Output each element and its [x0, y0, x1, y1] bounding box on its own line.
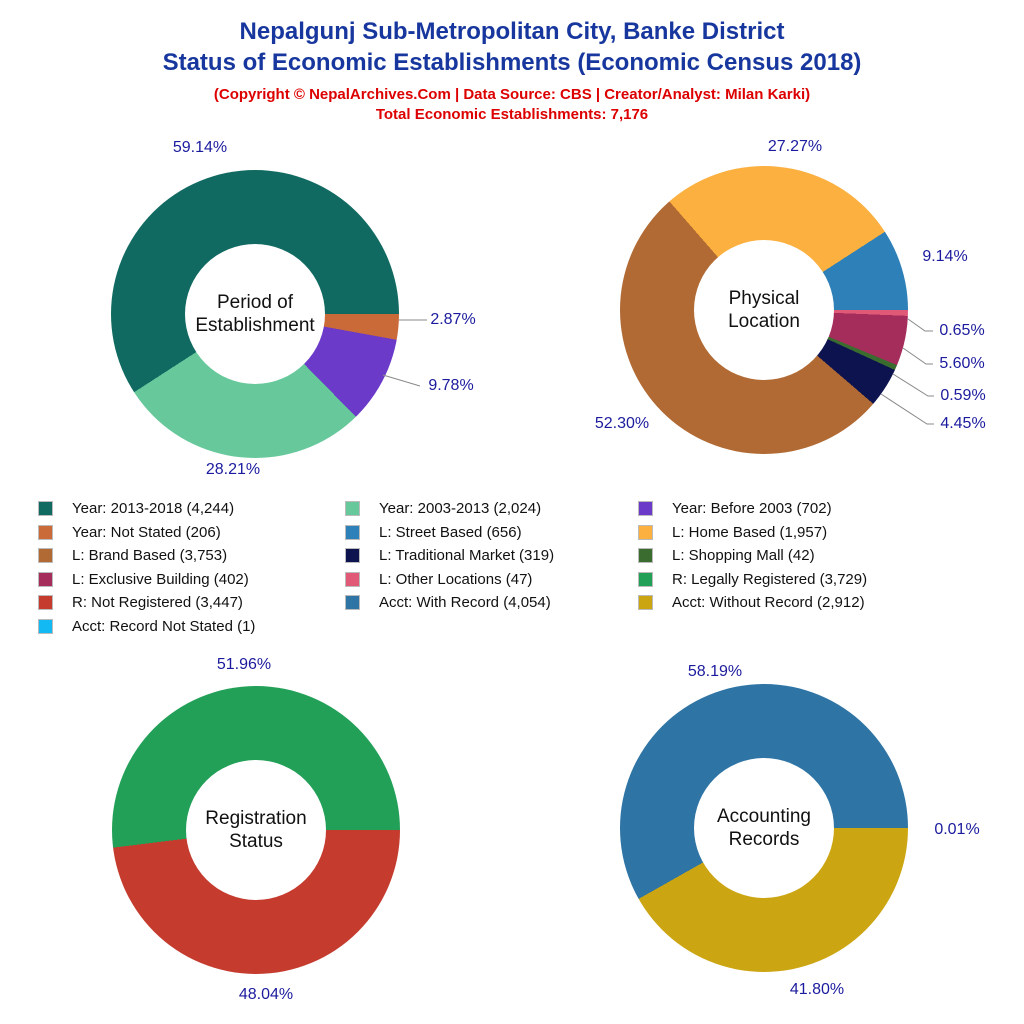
legend-item: R: Not Registered (3,447) — [38, 591, 345, 615]
legend-item: Year: Not Stated (206) — [38, 521, 345, 545]
legend-label: L: Street Based (656) — [379, 523, 522, 541]
leader-line — [382, 374, 421, 387]
legend-item: L: Brand Based (3,753) — [38, 544, 345, 568]
legend-swatch — [638, 595, 653, 611]
page-title-line2: Status of Economic Establishments (Econo… — [162, 49, 862, 76]
leader-line — [880, 393, 934, 425]
pct-label: 41.80% — [789, 981, 845, 998]
legend-item: L: Street Based (656) — [345, 521, 638, 545]
pct-label: 28.21% — [205, 461, 261, 478]
leader-line — [907, 318, 933, 332]
total-establishments: Total Economic Establishments: 7,176 — [375, 106, 649, 123]
legend-label: Acct: With Record (4,054) — [379, 594, 551, 612]
legend-item: Year: 2013-2018 (4,244) — [38, 497, 345, 521]
pct-label: 0.59% — [940, 387, 986, 404]
legend-label: Year: Before 2003 (702) — [672, 500, 832, 518]
donut-center-label-accounting: Accounting Records — [716, 806, 811, 850]
legend-swatch — [345, 524, 360, 540]
page-title-line1: Nepalgunj Sub-Metropolitan City, Banke D… — [239, 18, 785, 45]
legend-item: L: Shopping Mall (42) — [638, 544, 1008, 568]
legend-item: L: Other Locations (47) — [345, 568, 638, 592]
pct-label: 0.65% — [939, 322, 985, 339]
legend-item: Year: Before 2003 (702) — [638, 497, 1008, 521]
legend-swatch — [38, 548, 53, 564]
legend-swatch — [38, 618, 53, 634]
pct-label: 9.14% — [922, 248, 968, 265]
legend-label: R: Legally Registered (3,729) — [672, 570, 868, 588]
legend-label: Year: 2013-2018 (4,244) — [72, 500, 235, 518]
legend-label: L: Other Locations (47) — [379, 570, 533, 588]
legend-label: Year: Not Stated (206) — [72, 523, 221, 541]
legend-item: Acct: With Record (4,054) — [345, 591, 638, 615]
legend-swatch — [345, 548, 360, 564]
legend-label: L: Home Based (1,957) — [672, 523, 828, 541]
legend-swatch — [345, 501, 360, 517]
donut-hole — [694, 758, 834, 898]
legend-item: Acct: Without Record (2,912) — [638, 591, 1008, 615]
legend-label: R: Not Registered (3,447) — [72, 594, 243, 612]
donut-center-label-period: Period of Establishment — [195, 292, 315, 336]
legend-swatch — [638, 501, 653, 517]
legend-swatch — [345, 595, 360, 611]
pct-label: 52.30% — [594, 415, 650, 432]
legend-item: R: Legally Registered (3,729) — [638, 568, 1008, 592]
leader-line — [892, 373, 934, 397]
donut-hole — [185, 244, 325, 384]
pct-label: 2.87% — [430, 311, 476, 328]
legend-label: Acct: Record Not Stated (1) — [72, 617, 256, 635]
donut-center-label-registration: Registration Status — [205, 808, 307, 852]
legend-item: L: Exclusive Building (402) — [38, 568, 345, 592]
legend-label: L: Shopping Mall (42) — [672, 547, 815, 565]
pct-label: 4.45% — [940, 415, 986, 432]
legend-swatch — [38, 501, 53, 517]
legend: Year: 2013-2018 (4,244) Year: 2003-2013 … — [38, 497, 1008, 638]
donut-hole — [694, 240, 834, 380]
pct-label: 58.19% — [687, 663, 743, 680]
legend-swatch — [38, 524, 53, 540]
leader-line — [902, 347, 933, 365]
header: Nepalgunj Sub-Metropolitan City, Banke D… — [0, 16, 1024, 125]
legend-swatch — [638, 524, 653, 540]
legend-swatch — [638, 548, 653, 564]
pct-label: 48.04% — [238, 986, 294, 1003]
legend-label: Year: 2003-2013 (2,024) — [379, 500, 542, 518]
donut-hole — [186, 760, 326, 900]
pct-label: 9.78% — [428, 377, 474, 394]
legend-item: L: Home Based (1,957) — [638, 521, 1008, 545]
pct-label: 0.01% — [934, 821, 980, 838]
copyright-line: (Copyright © NepalArchives.Com | Data So… — [213, 86, 811, 103]
pct-label: 27.27% — [767, 138, 823, 155]
legend-label: Acct: Without Record (2,912) — [672, 594, 865, 612]
pct-label: 59.14% — [172, 139, 228, 156]
legend-item: Acct: Record Not Stated (1) — [38, 615, 345, 639]
legend-label: L: Exclusive Building (402) — [72, 570, 249, 588]
legend-item: L: Traditional Market (319) — [345, 544, 638, 568]
legend-item: Year: 2003-2013 (2,024) — [345, 497, 638, 521]
legend-swatch — [638, 571, 653, 587]
legend-label: L: Brand Based (3,753) — [72, 547, 228, 565]
legend-label: L: Traditional Market (319) — [379, 547, 555, 565]
legend-swatch — [38, 595, 53, 611]
legend-swatch — [38, 571, 53, 587]
pct-label: 5.60% — [939, 355, 985, 372]
donut-center-label-location: Physical Location — [728, 288, 800, 332]
legend-swatch — [345, 571, 360, 587]
pct-label: 51.96% — [216, 656, 272, 673]
